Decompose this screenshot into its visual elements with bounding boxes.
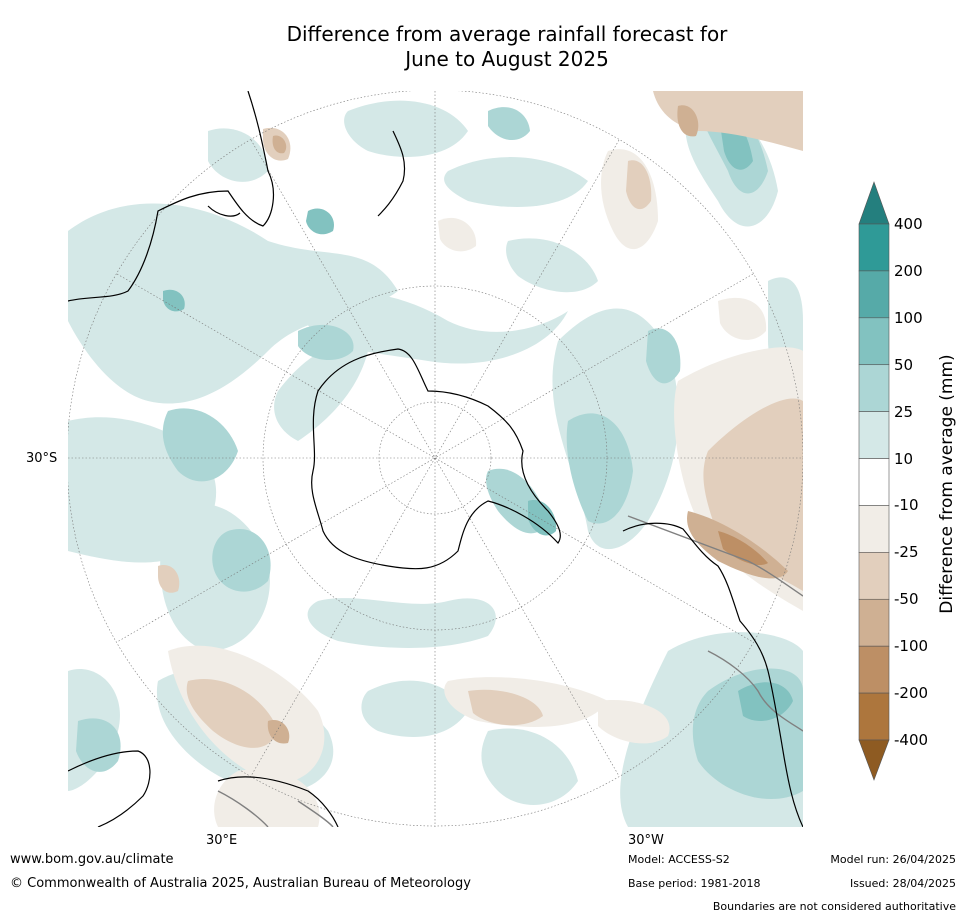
title-line-2: June to August 2025 — [405, 47, 609, 71]
colorbar-tick-label: -10 — [894, 496, 919, 515]
lat-label-30s: 30°S — [26, 451, 58, 466]
colorbar-segment — [858, 411, 890, 459]
colorbar-tick-label: -50 — [894, 590, 919, 609]
anomaly-neg25-neg50-layer — [158, 91, 803, 748]
copyright-text: © Commonwealth of Australia 2025, Austra… — [10, 876, 471, 891]
colorbar-segment — [858, 364, 890, 412]
colorbar-segment — [858, 458, 890, 506]
colorbar — [858, 181, 890, 781]
colorbar-tick-label: 50 — [894, 355, 914, 374]
new-zealand-coast — [377, 130, 406, 217]
boundary-disclaimer: Boundaries are not considered authoritat… — [712, 900, 956, 913]
lon-label-30w: 30°W — [628, 833, 664, 848]
colorbar-extend-max — [858, 181, 890, 225]
website-link[interactable]: www.bom.gov.au/climate — [10, 852, 174, 867]
colorbar-tick-label: 400 — [894, 215, 923, 233]
colorbar-tick-label: -25 — [894, 543, 919, 562]
base-period: Base period: 1981-2018 — [628, 877, 761, 890]
colorbar-tick-label: 100 — [894, 308, 923, 327]
colorbar-tick-label: -200 — [894, 684, 929, 703]
lon-label-30e: 30°E — [206, 833, 238, 848]
colorbar-tick-label: 25 — [894, 402, 914, 421]
antarctica-coast — [311, 348, 561, 570]
map-title: Difference from average rainfall forecas… — [0, 22, 965, 72]
australia-coast — [68, 91, 275, 302]
colorbar-segment — [858, 645, 890, 694]
south-america-coast — [622, 522, 803, 827]
coastlines — [68, 91, 803, 827]
colorbar-tick-label: -400 — [894, 731, 929, 749]
issued-date: Issued: 28/04/2025 — [849, 877, 956, 890]
colorbar-segment — [858, 552, 890, 600]
colorbar-segment — [858, 270, 890, 319]
colorbar-segment — [858, 317, 890, 366]
southern-africa-coast — [217, 776, 339, 827]
graticule — [68, 91, 803, 827]
colorbar-segment — [858, 223, 890, 272]
anomaly-neg100-neg200-layer — [718, 531, 768, 566]
tasmania-coast — [207, 205, 241, 217]
model-name: Model: ACCESS-S2 — [628, 853, 730, 866]
colorbar-tick-label: 200 — [894, 261, 923, 280]
colorbar-extend-min — [858, 739, 890, 781]
colorbar-segment — [858, 598, 890, 647]
colorbar-tick-label: 10 — [894, 449, 914, 468]
colorbar-tick-label: -100 — [894, 637, 929, 656]
rainfall-anomaly-map — [68, 91, 803, 827]
africa-coast — [68, 750, 151, 827]
country-boundaries — [217, 515, 803, 827]
colorbar-segment — [858, 692, 890, 741]
colorbar-segments — [858, 223, 890, 741]
model-run-date: Model run: 26/04/2025 — [830, 853, 956, 866]
colorbar-segment — [858, 505, 890, 553]
colorbar-title: Difference from average (mm) — [937, 354, 957, 614]
title-line-1: Difference from average rainfall forecas… — [286, 22, 728, 46]
